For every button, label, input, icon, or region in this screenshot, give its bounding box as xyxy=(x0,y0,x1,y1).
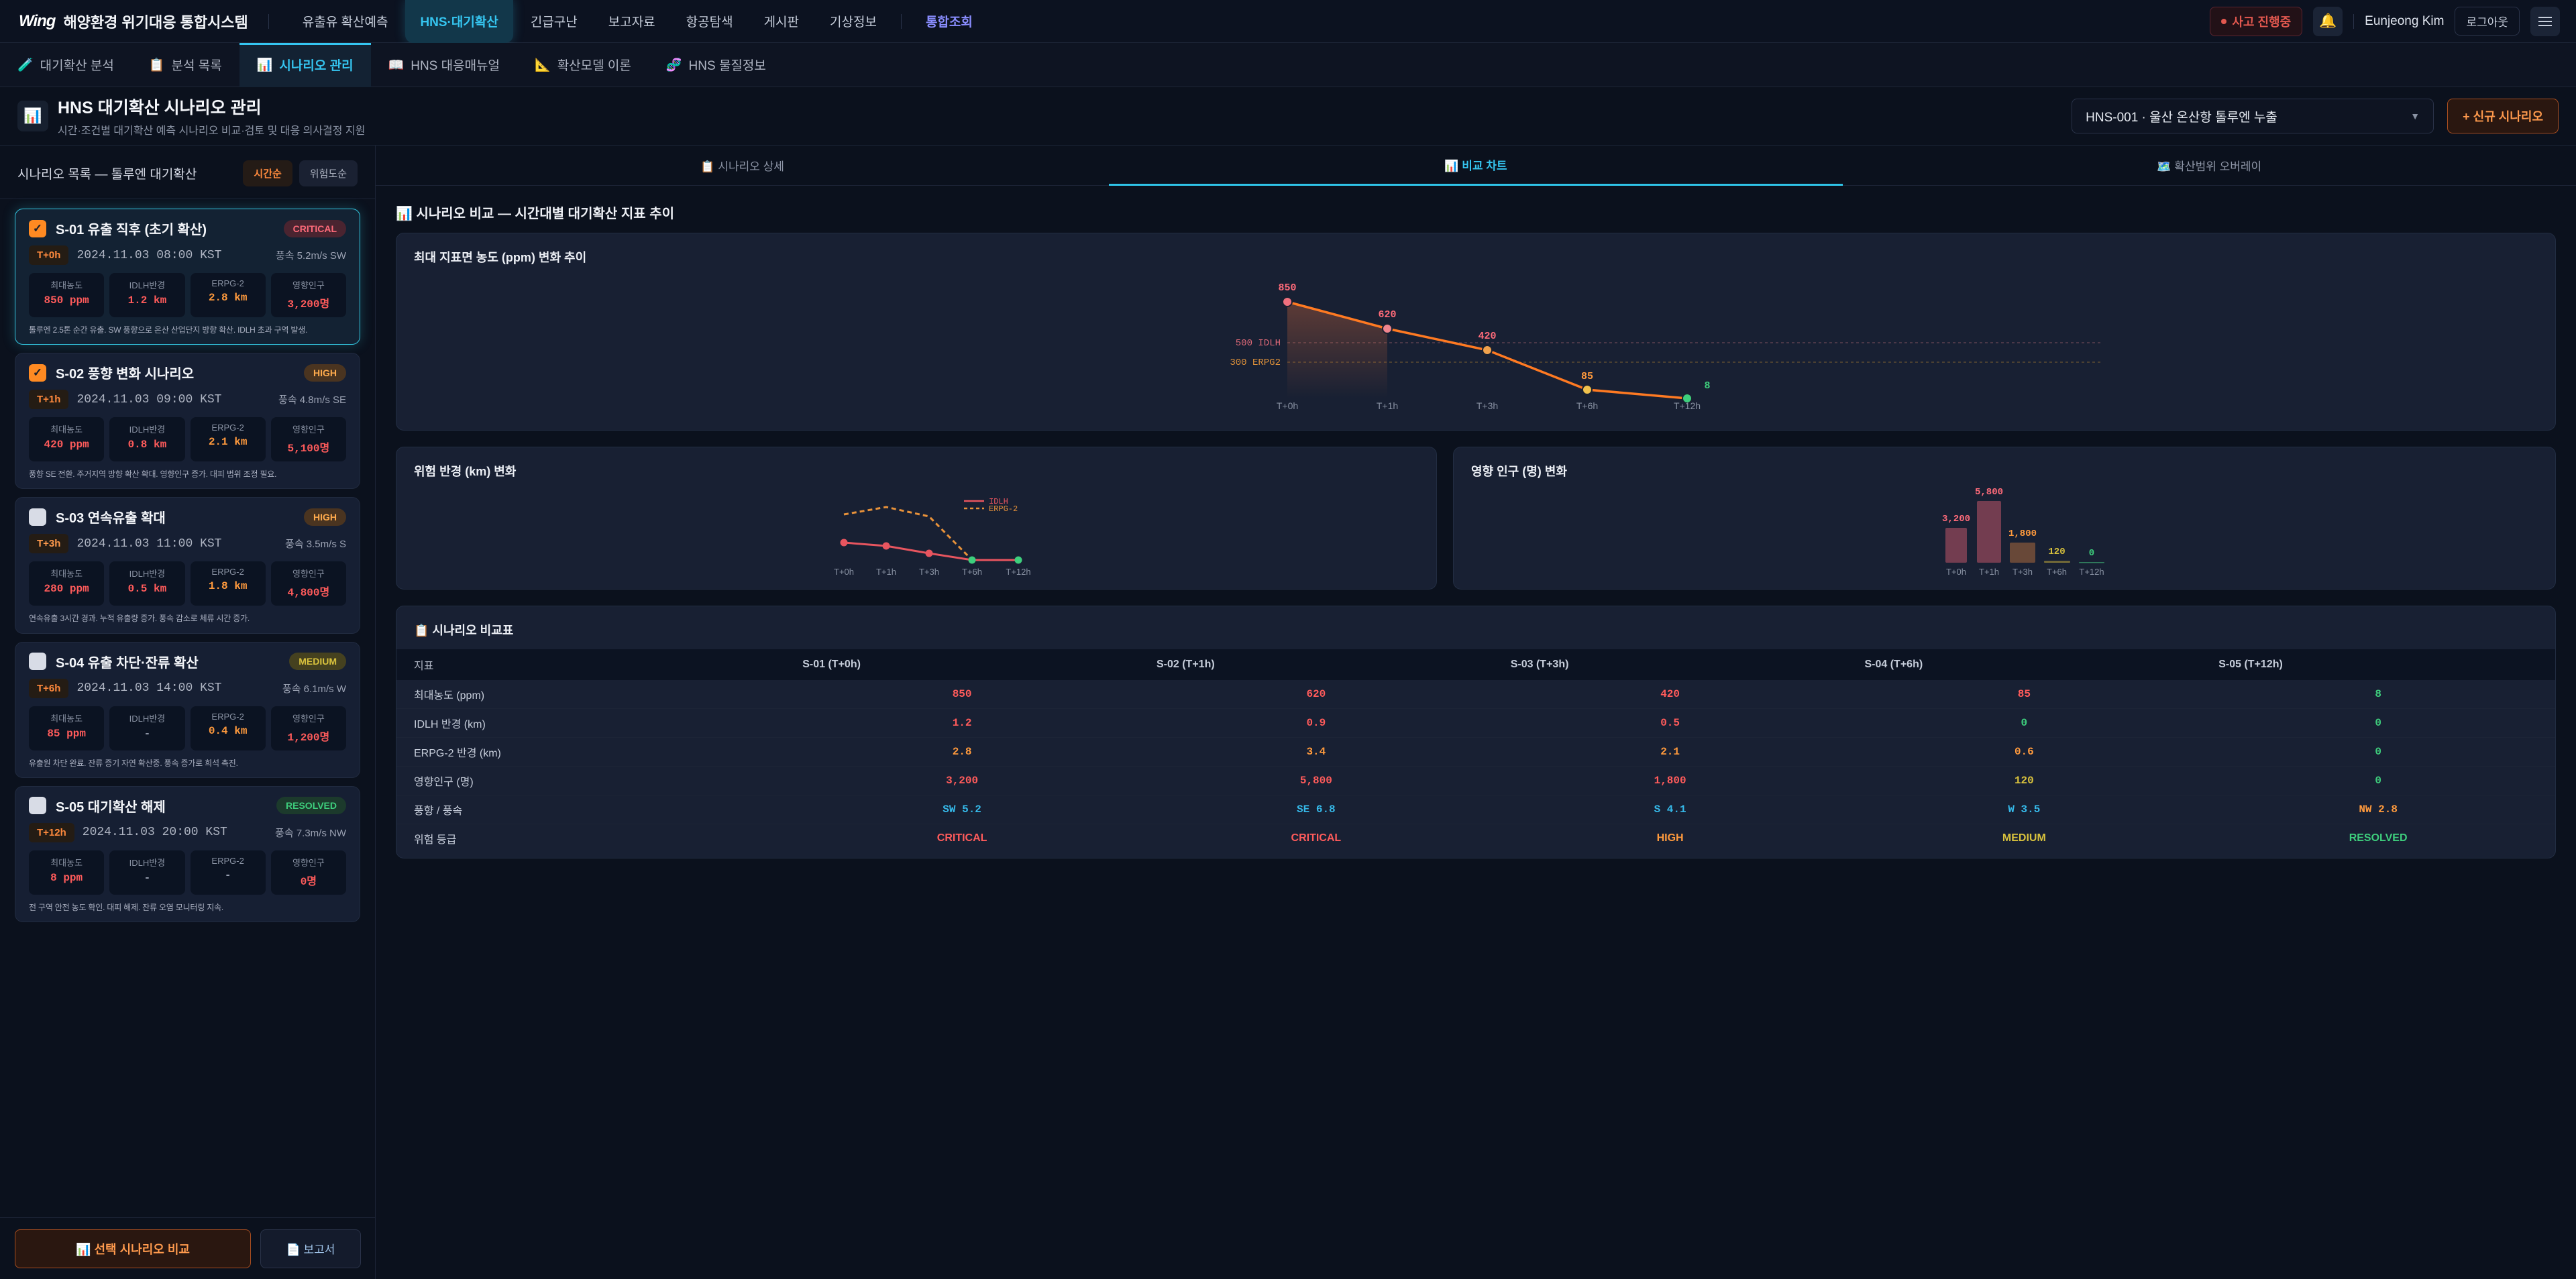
svg-text:T+12h: T+12h xyxy=(2079,567,2104,577)
svg-text:T+3h: T+3h xyxy=(919,567,939,577)
svg-text:3,200: 3,200 xyxy=(1942,514,1970,524)
svg-text:T+1h: T+1h xyxy=(1979,567,1999,577)
svg-text:500 IDLH: 500 IDLH xyxy=(1236,338,1281,349)
svg-text:T+12h: T+12h xyxy=(1006,567,1030,577)
svg-text:T+0h: T+0h xyxy=(834,567,854,577)
svg-text:85: 85 xyxy=(1581,371,1593,382)
svg-text:620: 620 xyxy=(1378,309,1396,321)
svg-text:T+3h: T+3h xyxy=(2012,567,2033,577)
svg-text:T+6h: T+6h xyxy=(2047,567,2067,577)
svg-text:1,800: 1,800 xyxy=(2008,529,2037,539)
svg-text:0: 0 xyxy=(2089,548,2094,559)
svg-text:T+1h: T+1h xyxy=(1377,400,1398,410)
svg-text:T+12h: T+12h xyxy=(1674,400,1701,410)
svg-text:120: 120 xyxy=(2048,547,2065,557)
svg-text:ERPG-2: ERPG-2 xyxy=(989,504,1018,514)
svg-text:420: 420 xyxy=(1478,331,1496,342)
svg-text:T+1h: T+1h xyxy=(876,567,896,577)
svg-text:T+3h: T+3h xyxy=(1477,400,1498,410)
svg-text:8: 8 xyxy=(1704,380,1710,392)
svg-text:T+0h: T+0h xyxy=(1946,567,1966,577)
svg-text:T+6h: T+6h xyxy=(1576,400,1598,410)
svg-text:5,800: 5,800 xyxy=(1975,487,2003,498)
svg-text:T+6h: T+6h xyxy=(962,567,982,577)
svg-text:300 ERPG2: 300 ERPG2 xyxy=(1230,357,1281,368)
svg-text:T+0h: T+0h xyxy=(1277,400,1298,410)
svg-text:850: 850 xyxy=(1278,282,1296,294)
